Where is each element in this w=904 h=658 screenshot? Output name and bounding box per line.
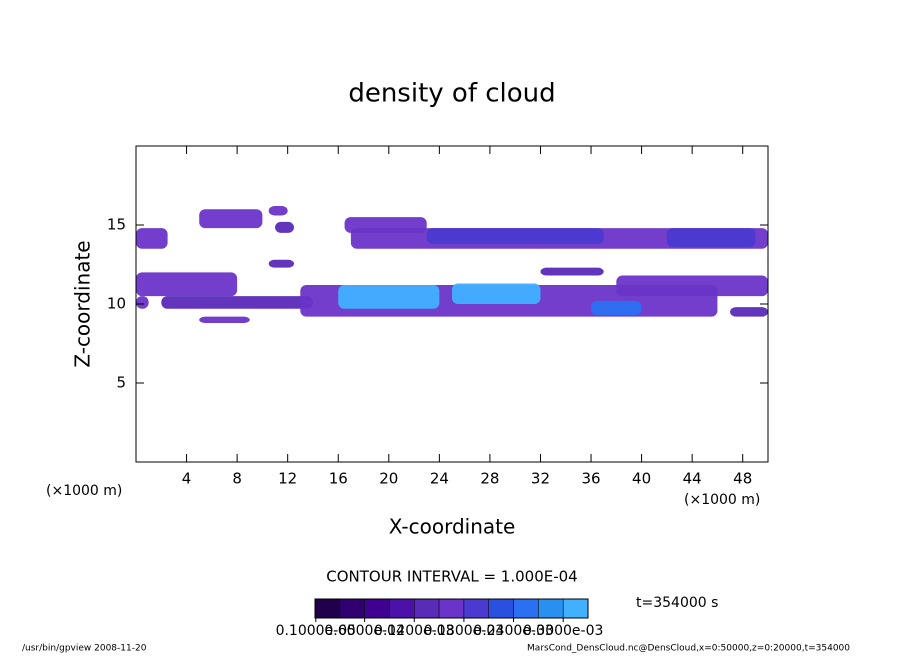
colorbar-level — [463, 598, 489, 619]
x-unit: (×1000 m) — [684, 492, 760, 508]
colorbar-level — [438, 598, 465, 619]
x-tick-label: 36 — [581, 470, 600, 488]
colorbar-level — [513, 598, 539, 619]
x-unit: (×1000 m) — [46, 483, 122, 499]
colorbar-level — [488, 598, 514, 619]
contour-region — [136, 228, 168, 249]
contour-region — [268, 259, 294, 268]
x-tick-label: 24 — [430, 470, 449, 488]
contour-region — [199, 316, 250, 323]
x-tick-label: 28 — [480, 470, 499, 488]
x-tick-label: 8 — [232, 470, 242, 488]
contour-region — [591, 300, 642, 316]
y-tick-label: 5 — [116, 374, 126, 392]
contour-interval: CONTOUR INTERVAL = 1.000E-04 — [326, 568, 577, 586]
x-tick-label: 40 — [632, 470, 651, 488]
colorbar-tick-label: 0.1000e-05 — [276, 623, 356, 639]
contour-region — [161, 296, 313, 309]
colorbar-level — [562, 598, 589, 619]
y-tick-label: 10 — [107, 295, 126, 313]
time-label: t=354000 s — [636, 595, 718, 611]
contour-region — [338, 285, 440, 309]
contour-region — [730, 307, 768, 317]
x-tick-label: 4 — [182, 470, 192, 488]
colorbar-level — [414, 598, 440, 619]
colorbar-level — [314, 598, 341, 619]
footer-right: MarsCond_DensCloud.nc@DensCloud,x=0:5000… — [527, 644, 850, 654]
colorbar-level — [538, 598, 564, 619]
contour-region — [199, 209, 263, 229]
colorbar-tick-label: 0.1800e-03 — [424, 623, 504, 639]
footer-left: /usr/bin/gpview 2008-11-20 — [22, 644, 147, 654]
x-tick-label: 48 — [733, 470, 752, 488]
x-tick-label: 20 — [379, 470, 398, 488]
colorbar-level — [364, 598, 390, 619]
colorbar-level — [389, 598, 415, 619]
colorbar-tick-label: 0.2400e-03 — [473, 623, 553, 639]
contour-region — [268, 206, 288, 216]
y-axis-label: Z-coordinate — [71, 240, 95, 367]
colorbar-tick-label: 0.3000e-03 — [523, 623, 603, 639]
colorbar-level — [339, 598, 365, 619]
contour-region — [275, 221, 294, 233]
x-axis-label: X-coordinate — [389, 515, 516, 539]
contour-region — [426, 228, 604, 244]
contour-region — [666, 228, 756, 248]
contour-region — [136, 272, 238, 297]
contour-region — [452, 283, 541, 304]
x-tick-label: 32 — [531, 470, 550, 488]
y-tick-label: 15 — [107, 216, 126, 234]
x-tick-label: 12 — [278, 470, 297, 488]
colorbar-frame — [314, 598, 589, 619]
contour-region — [136, 296, 149, 309]
contour-region — [540, 267, 604, 276]
colorbar-tick-label: 0.1200e-03 — [374, 623, 454, 639]
x-tick-label: 44 — [683, 470, 702, 488]
chart-title: density of cloud — [348, 79, 555, 109]
colorbar-tick-label: 0.6000e-04 — [324, 623, 405, 639]
x-tick-label: 16 — [329, 470, 348, 488]
